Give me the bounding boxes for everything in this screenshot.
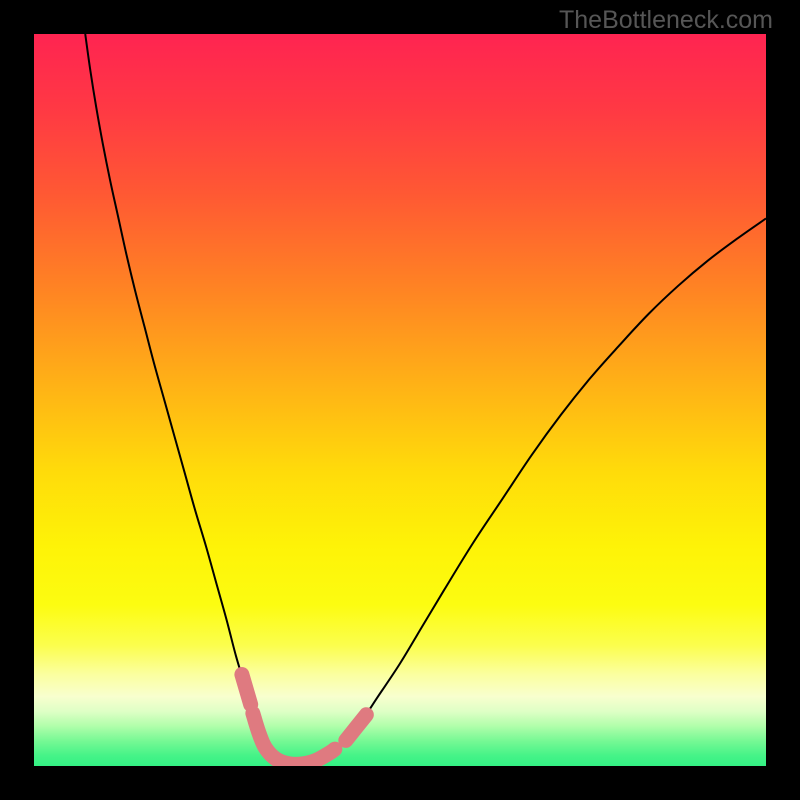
chart-frame: TheBottleneck.com — [0, 0, 800, 800]
watermark-text: TheBottleneck.com — [559, 6, 773, 35]
chart-svg — [34, 34, 766, 766]
marker-segment-0 — [242, 675, 251, 705]
plot-area — [34, 34, 766, 766]
gradient-background — [34, 34, 766, 766]
